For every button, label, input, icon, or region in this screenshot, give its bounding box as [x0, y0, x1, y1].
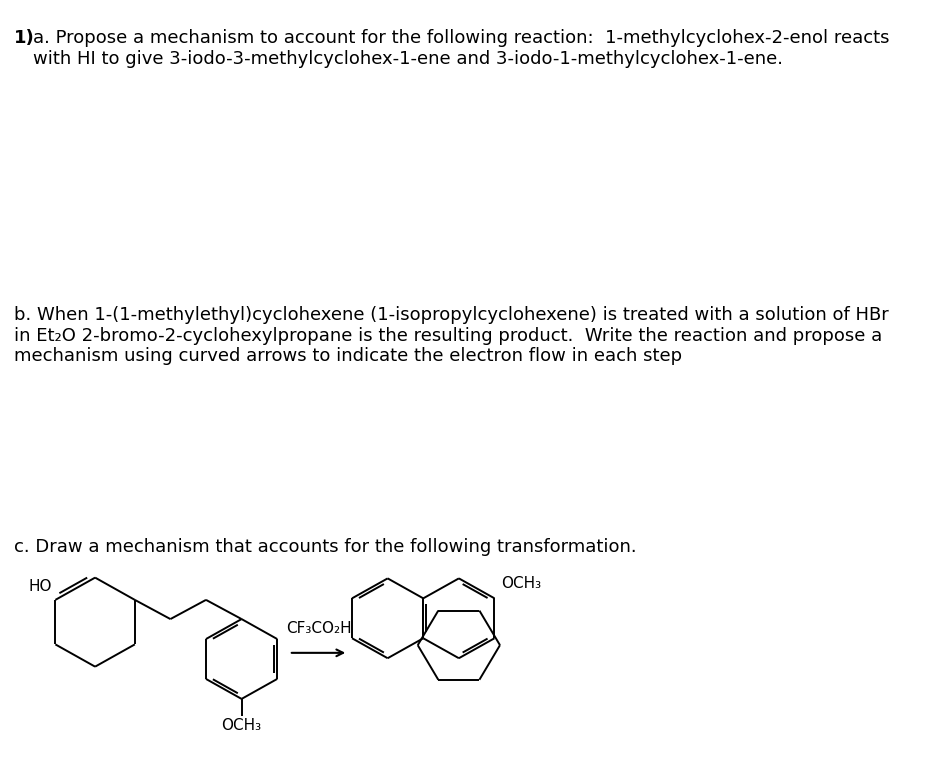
Text: 1): 1)	[13, 29, 34, 47]
Text: OCH₃: OCH₃	[501, 576, 541, 591]
Text: HO: HO	[28, 579, 52, 594]
Text: CF₃CO₂H: CF₃CO₂H	[285, 621, 352, 636]
Text: c. Draw a mechanism that accounts for the following transformation.: c. Draw a mechanism that accounts for th…	[13, 538, 636, 556]
Text: a. Propose a mechanism to account for the following reaction:  1-methylcyclohex-: a. Propose a mechanism to account for th…	[32, 29, 889, 68]
Text: OCH₃: OCH₃	[222, 718, 262, 733]
Text: b. When 1-(1-methylethyl)cyclohexene (1-isopropylcyclohexene) is treated with a : b. When 1-(1-methylethyl)cyclohexene (1-…	[13, 306, 888, 365]
